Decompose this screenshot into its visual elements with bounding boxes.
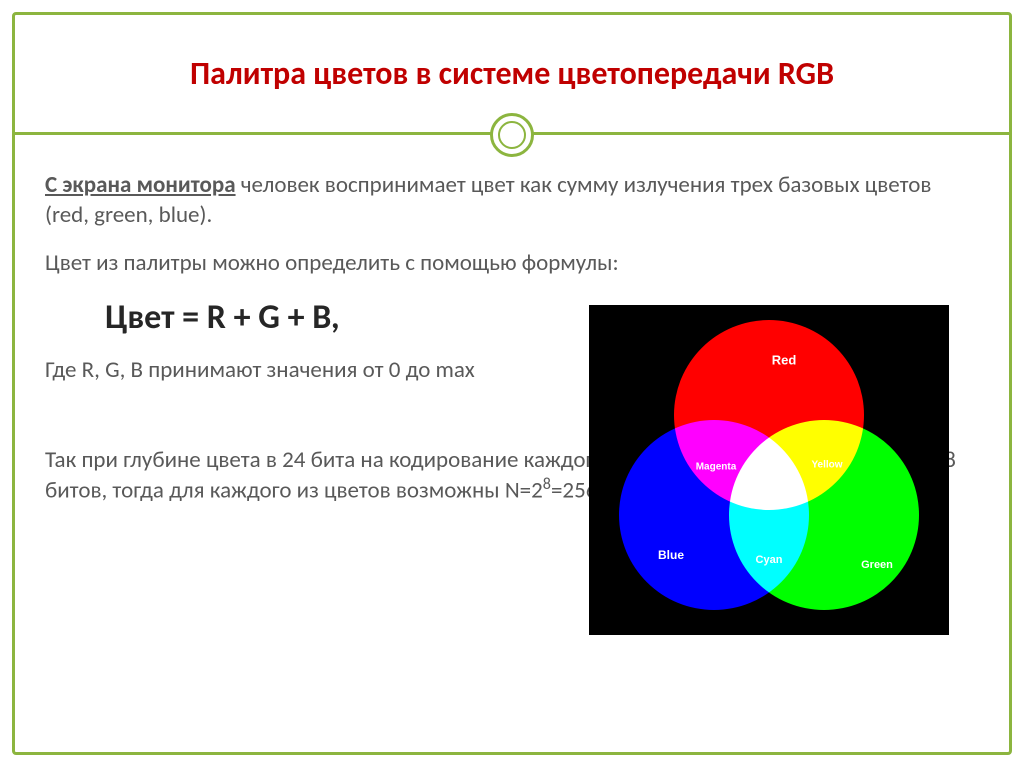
paragraph-1: С экрана монитора человек воспринимает ц… <box>45 171 979 231</box>
divider-circle-inner <box>498 121 526 149</box>
content-region: С экрана монитора человек воспринимает ц… <box>15 135 1009 545</box>
venn-label-magenta: Magenta <box>696 462 737 473</box>
venn-label-yellow: Yellow <box>811 460 842 471</box>
title-region: Палитра цветов в системе цветопередачи R… <box>15 15 1009 135</box>
venn-label-red: Red <box>772 353 797 368</box>
p4-sup: 8 <box>543 475 551 494</box>
paragraph-2: Цвет из палитры можно определить с помощ… <box>45 249 979 279</box>
slide-title: Палитра цветов в системе цветопередачи R… <box>160 54 864 93</box>
venn-blue-circle <box>619 420 809 610</box>
venn-label-cyan: Cyan <box>756 554 783 566</box>
divider-circle-icon <box>490 113 534 157</box>
venn-label-green: Green <box>861 559 893 571</box>
slide-frame: Палитра цветов в системе цветопередачи R… <box>12 12 1012 755</box>
p1-lead: С экрана монитора <box>45 171 236 199</box>
venn-label-blue: Blue <box>658 548 684 562</box>
rgb-venn-diagram: Red Green Blue Magenta Yellow Cyan <box>589 305 949 635</box>
